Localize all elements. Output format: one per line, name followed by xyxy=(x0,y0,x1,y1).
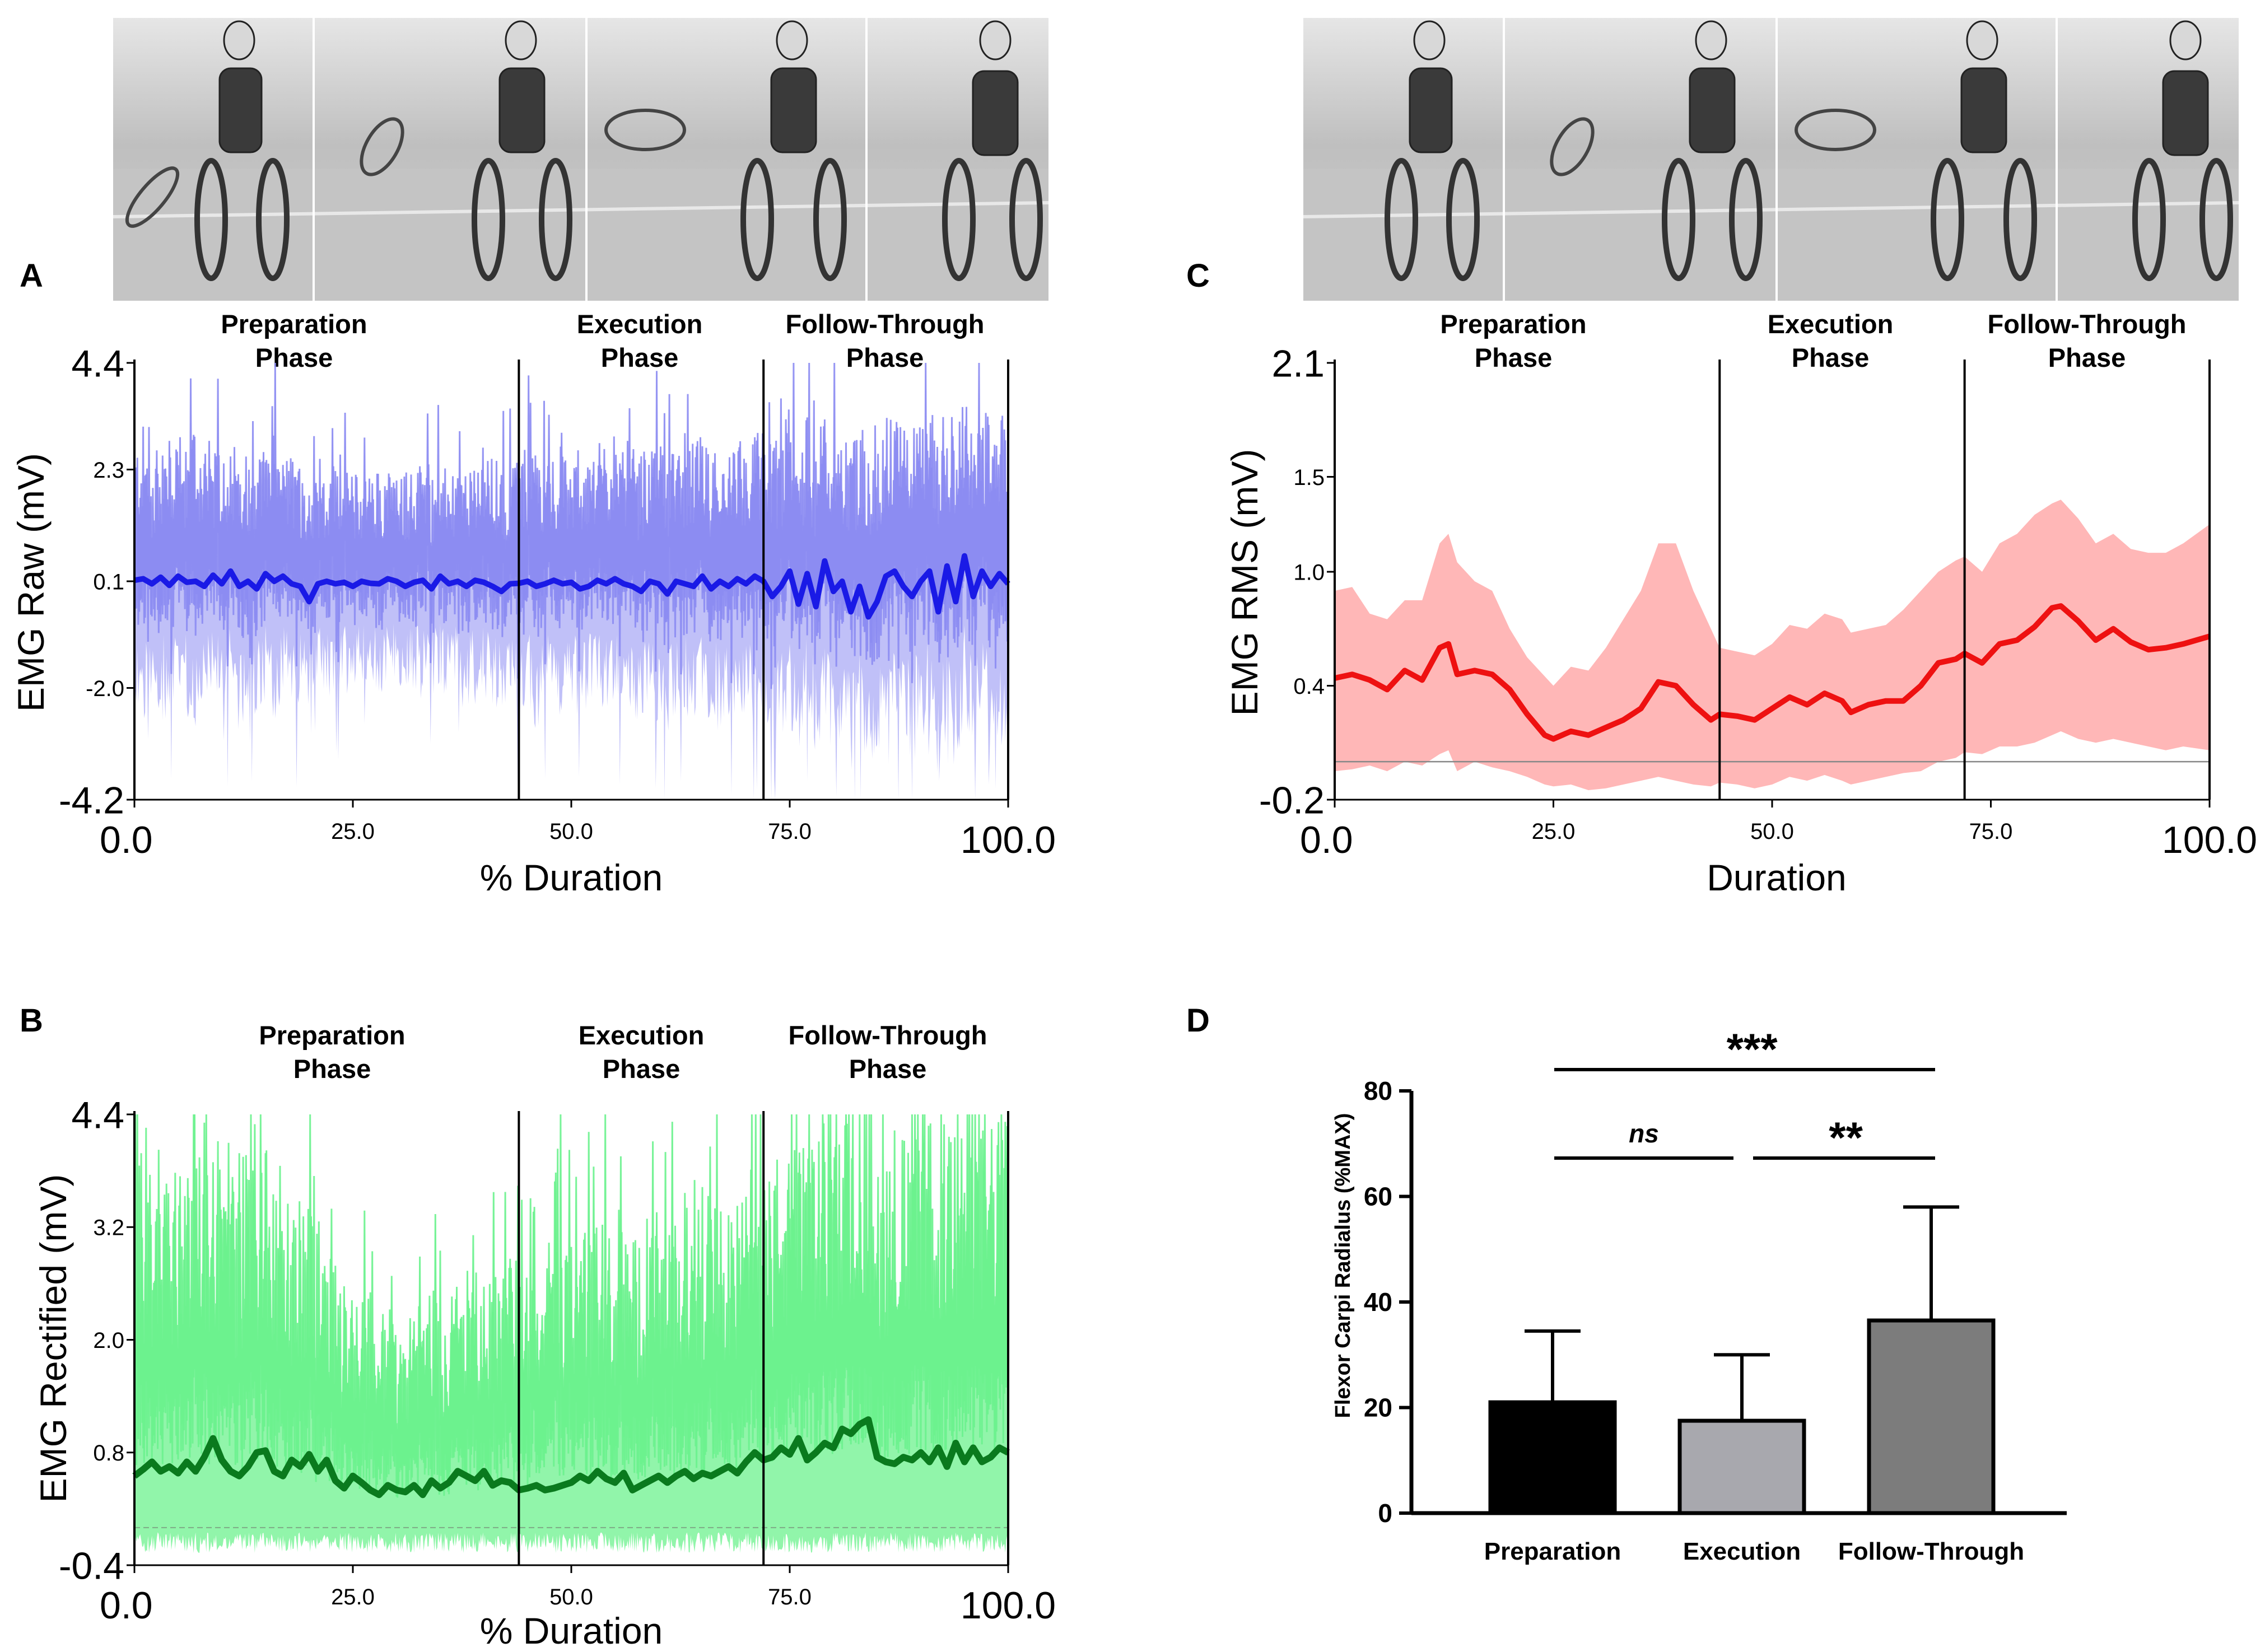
photo-strip-top-right xyxy=(1303,18,2239,301)
x-tick-label: 0.0 xyxy=(100,1584,153,1627)
x-tick-label: 25.0 xyxy=(331,819,375,844)
category-label: Follow-Through xyxy=(1838,1538,2024,1565)
trial-trace xyxy=(133,362,1009,689)
panel-label: D xyxy=(1186,1002,1210,1039)
phase-label: Execution xyxy=(1768,309,1894,339)
phase-label: Preparation xyxy=(1440,309,1586,339)
phase-label: Phase xyxy=(293,1054,371,1084)
y-axis-title: EMG Rectified (mV) xyxy=(32,1174,74,1503)
x-tick-label: 100.0 xyxy=(961,819,1056,861)
y-tick-label: 1.5 xyxy=(1293,465,1325,490)
sd-band xyxy=(1335,500,2210,790)
phase-label: Phase xyxy=(1475,343,1552,372)
significance-label: ns xyxy=(1629,1119,1659,1148)
y-tick-label: 60 xyxy=(1364,1182,1392,1211)
trial-trace xyxy=(133,1114,1009,1497)
y-tick-label: 0.8 xyxy=(93,1441,124,1466)
y-tick-label: 2.3 xyxy=(93,458,124,483)
phase-label: Phase xyxy=(255,343,333,372)
x-tick-label: 75.0 xyxy=(768,1585,812,1609)
panel-label: C xyxy=(1186,258,1210,294)
panel-b-chart: B Preparation Phase Execution Phase Follow-T… xyxy=(20,1002,1056,1651)
x-tick-label: 25.0 xyxy=(331,1585,375,1609)
x-tick-label: 100.0 xyxy=(2162,819,2257,861)
y-tick-label: 2.1 xyxy=(1271,342,1325,385)
bar xyxy=(1677,1418,1806,1515)
phase-label: Phase xyxy=(846,343,924,372)
x-tick-label: 50.0 xyxy=(549,1585,593,1609)
tennis-stroke-image xyxy=(113,18,1048,301)
phase-label: Execution xyxy=(577,309,703,339)
x-tick-label: 50.0 xyxy=(1750,819,1794,844)
y-tick-label: 4.4 xyxy=(71,1094,124,1136)
phase-label: Phase xyxy=(601,343,678,372)
y-tick-label: 2.0 xyxy=(93,1328,124,1353)
y-tick-label: 0.1 xyxy=(93,570,124,594)
x-tick-label: 75.0 xyxy=(768,819,812,844)
phase-label: Phase xyxy=(603,1054,680,1084)
x-tick-label: 0.0 xyxy=(100,819,153,861)
phase-label: Phase xyxy=(849,1054,926,1084)
x-tick-label: 50.0 xyxy=(549,819,593,844)
significance-label: ** xyxy=(1827,1113,1863,1162)
phase-label: Preparation xyxy=(259,1020,405,1050)
y-tick-label: -0.4 xyxy=(59,1544,124,1587)
tennis-stroke-image xyxy=(1303,18,2239,301)
mean-series-line xyxy=(134,553,1010,620)
y-tick-label: 4.4 xyxy=(71,342,124,385)
y-axis-title: Flexor Carpi Radialus (%MAX) xyxy=(1331,1113,1355,1418)
panel-d-chart: D 0 20 40 60 80 Preparation Execution Follow-Th… xyxy=(1186,1002,2067,1565)
category-label: Preparation xyxy=(1484,1538,1621,1565)
phase-label: Execution xyxy=(579,1020,705,1050)
phase-label: Follow-Through xyxy=(785,309,984,339)
significance-label: *** xyxy=(1725,1024,1778,1074)
x-tick-label: 0.0 xyxy=(1300,819,1353,861)
x-axis-title: Duration xyxy=(1707,857,1846,898)
y-tick-label: 0 xyxy=(1378,1499,1392,1528)
y-tick-label: 0.4 xyxy=(1293,674,1325,699)
phase-label: Phase xyxy=(2048,343,2126,372)
panel-label: A xyxy=(20,258,43,294)
y-tick-label: -2.0 xyxy=(86,676,124,701)
phase-label: Follow-Through xyxy=(1987,309,2186,339)
phase-label: Phase xyxy=(1792,343,1869,372)
panel-label: B xyxy=(20,1002,43,1039)
panel-a-chart: A Preparation Phase Execution Phase Follow-T… xyxy=(10,258,1056,898)
mean-series-line xyxy=(1334,603,2211,742)
photo-strip-top-left xyxy=(113,18,1048,301)
mean-series-line xyxy=(132,1416,1010,1499)
x-tick-label: 100.0 xyxy=(961,1584,1056,1627)
category-label: Execution xyxy=(1683,1538,1801,1565)
bar xyxy=(1867,1318,1996,1515)
y-tick-label: 20 xyxy=(1364,1393,1392,1422)
bar xyxy=(1488,1400,1617,1515)
y-tick-label: -4.2 xyxy=(59,779,124,822)
x-axis-title: % Duration xyxy=(480,857,663,898)
phase-label: Follow-Through xyxy=(788,1020,987,1050)
y-tick-label: 40 xyxy=(1364,1287,1392,1317)
y-axis-title: EMG RMS (mV) xyxy=(1224,449,1265,716)
y-tick-label: 3.2 xyxy=(93,1216,124,1240)
x-axis-title: % Duration xyxy=(480,1610,663,1651)
y-tick-label: 1.0 xyxy=(1293,560,1325,585)
x-tick-label: 75.0 xyxy=(1969,819,2013,844)
phase-label: Preparation xyxy=(221,309,367,339)
panel-c-chart: C Preparation Phase Execution Phase Follow-T… xyxy=(1186,258,2257,898)
x-tick-label: 25.0 xyxy=(1532,819,1576,844)
y-tick-label: -0.2 xyxy=(1259,779,1325,822)
y-axis-title: EMG Raw (mV) xyxy=(10,453,52,712)
y-tick-label: 80 xyxy=(1364,1076,1392,1105)
